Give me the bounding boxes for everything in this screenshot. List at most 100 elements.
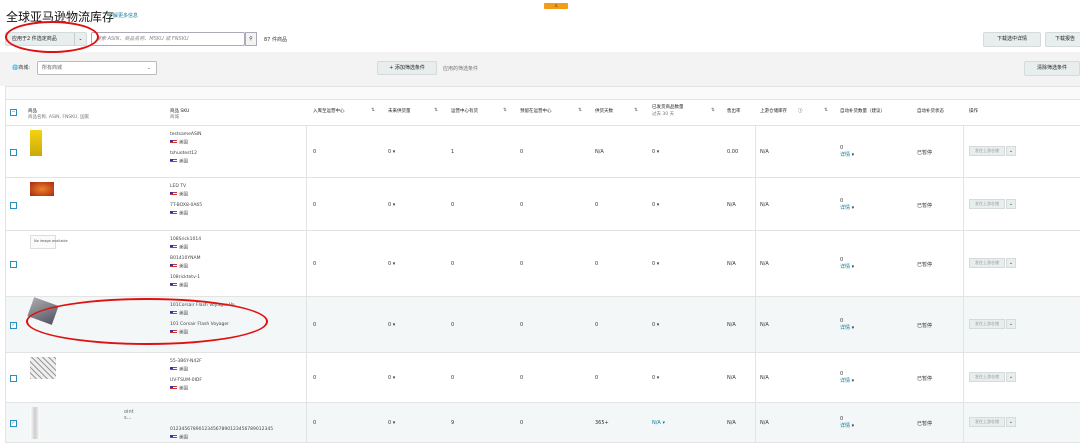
product-image[interactable] <box>30 357 56 379</box>
product-image[interactable] <box>30 182 54 196</box>
us-flag-icon <box>170 192 177 196</box>
cell-shipped[interactable]: N/A ▾ <box>652 420 665 426</box>
details-link[interactable]: 详情 <box>840 204 851 211</box>
download-selected-button[interactable]: 下载选中详情 <box>983 32 1041 47</box>
send-upstream-button[interactable]: 发往上游仓储 <box>969 146 1005 156</box>
filter-bar <box>0 52 1080 86</box>
cell-reserved: 0 <box>520 201 524 208</box>
cell-replenish: 0 详情 ▾ <box>840 416 855 429</box>
chevron-down-icon[interactable]: ⌄ <box>1006 319 1016 329</box>
cell-replenish: 0 详情 ▾ <box>840 257 855 270</box>
marketplace-tag: 美国 <box>170 264 188 271</box>
product-image[interactable] <box>30 235 56 249</box>
col-inbound[interactable]: 入库至运营中心 <box>313 109 345 114</box>
row-checkbox[interactable]: ✓ <box>10 420 17 427</box>
cell-future[interactable]: 0 ▾ <box>388 261 396 267</box>
download-report-button[interactable]: 下载报告 <box>1045 32 1080 47</box>
marketplace-tag: 美国 <box>170 435 188 442</box>
table-row: LED TV 美国 7T-BOX8-0A65 美国 0 0 ▾ 0 0 0 0 ▾ N/A N/A 0 详… <box>6 178 1080 231</box>
col-sku: 商品 SKU <box>170 109 190 114</box>
chevron-down-icon[interactable]: ⌄ <box>1006 198 1016 209</box>
col-fc-stock[interactable]: 运营中心有货 <box>451 109 478 114</box>
send-upstream-button[interactable]: 发往上游仓储 <box>969 372 1005 382</box>
row-checkbox[interactable] <box>10 375 17 382</box>
cell-future[interactable]: 0 ▾ <box>388 201 396 208</box>
cell-sell: N/A <box>727 420 736 426</box>
send-upstream-button[interactable]: 发往上游仓储 <box>969 319 1005 329</box>
cell-fc: 0 <box>451 375 455 381</box>
add-filter-button[interactable]: + 添加筛选条件 <box>377 61 437 75</box>
col-reserved[interactable]: 预留在运营中心 <box>520 109 552 114</box>
send-upstream-button[interactable]: 发往上游仓储 <box>969 417 1005 427</box>
col-days-supply[interactable]: 供货天数 <box>595 109 613 114</box>
send-upstream-button[interactable]: 发往上游仓储 <box>969 198 1005 209</box>
send-upstream-button[interactable]: 发往上游仓储 <box>969 258 1005 268</box>
search-icon[interactable]: ⚲ <box>245 32 257 46</box>
info-icon: ⓘ <box>798 109 803 114</box>
cell-replen_na: N/A <box>760 375 769 381</box>
cell-future[interactable]: 0 ▾ <box>388 420 396 426</box>
clear-filters-button[interactable]: 清除筛选条件 <box>1024 61 1080 76</box>
product-image[interactable] <box>30 130 42 156</box>
learn-more-link[interactable]: 了解更多信息 <box>108 13 139 19</box>
marketplace-tag: 美国 <box>170 283 188 290</box>
sort-icon: ⇅ <box>371 108 375 113</box>
chevron-down-icon[interactable]: ⌄ <box>1006 258 1016 268</box>
select-all-checkbox[interactable]: − <box>10 109 17 116</box>
product-title[interactable]: oint s... <box>124 409 134 421</box>
sku-text: tshuotest12 <box>170 151 197 156</box>
cell-fc: 0 <box>451 322 455 328</box>
details-link[interactable]: 详情 <box>840 378 851 384</box>
col-product-sub: 商品名称, ASIN, FNSKU, 国家 <box>28 115 90 120</box>
us-flag-icon <box>170 283 177 287</box>
cell-future[interactable]: 0 ▾ <box>388 149 396 155</box>
row-checkbox[interactable] <box>10 201 17 209</box>
cell-future[interactable]: 0 ▾ <box>388 322 396 328</box>
product-image[interactable] <box>30 407 40 439</box>
details-link[interactable]: 详情 <box>840 152 851 158</box>
cell-days: 0 <box>595 375 599 381</box>
details-link[interactable]: 详情 <box>840 264 851 270</box>
row-checkbox[interactable] <box>10 149 17 156</box>
replen-status: 已暂停 <box>917 262 933 268</box>
us-flag-icon <box>170 211 177 215</box>
cell-replen_na: N/A <box>760 201 769 208</box>
cell-shipped[interactable]: 0 ▾ <box>652 375 660 381</box>
col-shipped[interactable]: 已发货商品数量 <box>652 105 684 110</box>
cell-reserved: 0 <box>520 149 524 155</box>
details-link[interactable]: 详情 <box>840 423 851 429</box>
cell-days: 365+ <box>595 420 609 426</box>
row-checkbox[interactable] <box>10 261 17 268</box>
chevron-down-icon[interactable]: ⌄ <box>1006 146 1016 156</box>
chevron-down-icon[interactable]: ⌄ <box>1006 372 1016 382</box>
cell-shipped[interactable]: 0 ▾ <box>652 149 660 155</box>
market-select[interactable]: 所有商城 ⌄ <box>37 61 157 75</box>
col-replenish: 自动补货数量（建议） <box>840 109 885 114</box>
cell-future[interactable]: 0 ▾ <box>388 375 396 381</box>
search-input[interactable]: 搜索 ASIN、商品名称、MSKU 或 FNSKU <box>91 32 245 46</box>
sku-text: testsameASIN <box>170 132 202 137</box>
cell-sell: N/A <box>727 322 736 328</box>
cell-shipped[interactable]: 0 ▾ <box>652 261 660 267</box>
cell-shipped[interactable]: 0 ▾ <box>652 322 660 328</box>
cell-sell: 0.00 <box>727 149 739 155</box>
chevron-down-icon: ⌄ <box>146 65 151 71</box>
item-count: 87 件商品 <box>264 37 287 43</box>
sort-icon: ⇅ <box>578 108 582 113</box>
marketplace-tag: 美国 <box>170 140 188 147</box>
cell-shipped[interactable]: 0 ▾ <box>652 201 660 208</box>
chevron-down-icon[interactable]: ⌄ <box>1006 417 1016 427</box>
col-sku-sub: 商城 <box>170 115 179 120</box>
cell-sell: N/A <box>727 261 736 267</box>
cell-reserved: 0 <box>520 420 524 426</box>
col-product: 商品 <box>28 109 37 114</box>
row-checkbox[interactable]: ✓ <box>10 322 17 329</box>
cell-days: 0 <box>595 201 599 208</box>
col-shipped-sub: 过去 30 天 <box>652 112 675 117</box>
details-link[interactable]: 详情 <box>840 325 851 331</box>
cell-fc: 0 <box>451 201 455 208</box>
page-title: 全球亚马逊物流库存 <box>6 10 115 24</box>
us-flag-icon <box>170 435 177 439</box>
col-future[interactable]: 未来供货量 <box>388 109 411 114</box>
cell-days: 0 <box>595 261 599 267</box>
